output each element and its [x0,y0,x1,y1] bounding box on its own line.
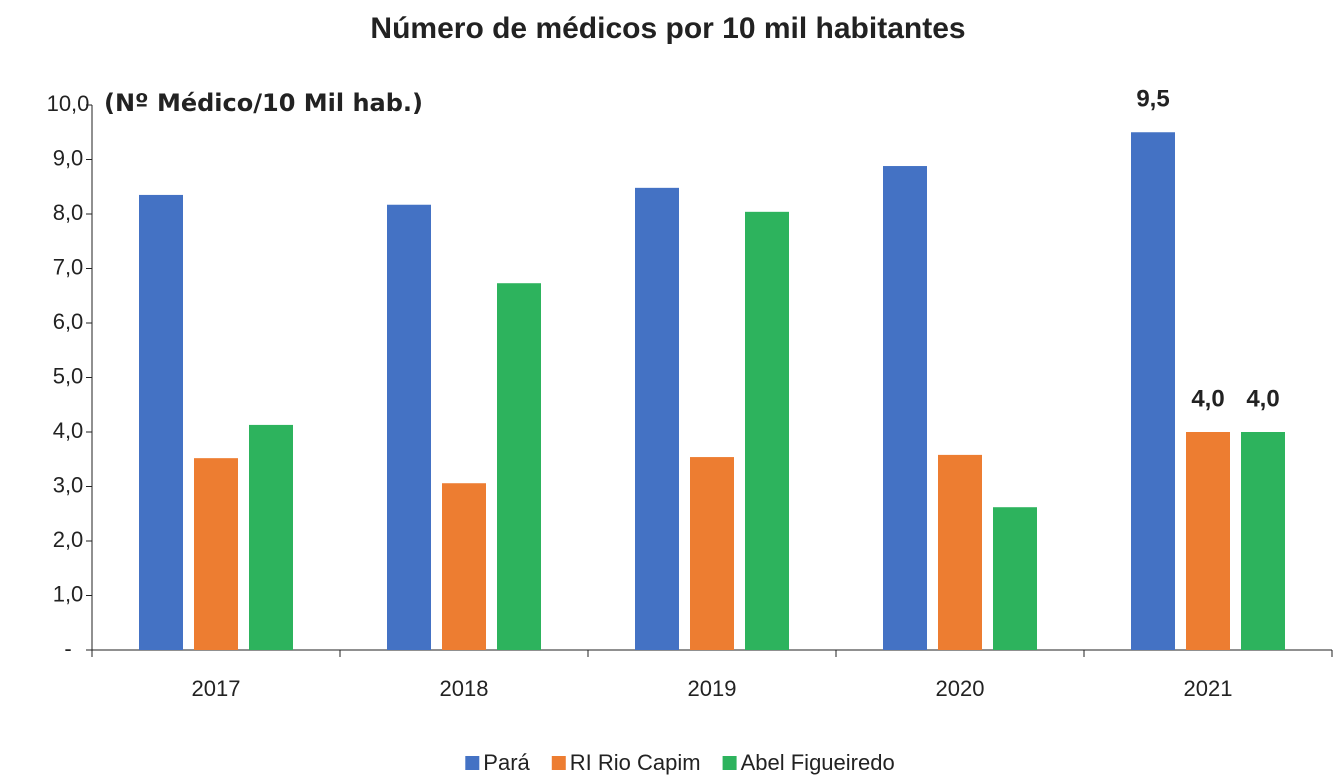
bar [938,454,982,650]
y-tick-label: 1,0 [53,581,84,606]
chart-title: Número de médicos por 10 mil habitantes [370,12,965,45]
bar [1186,432,1230,650]
legend-item: Pará [465,750,531,775]
bar [1131,132,1175,650]
legend-label: Pará [483,750,530,775]
y-tick-label: 9,0 [53,145,84,170]
x-tick-label: 2021 [1184,676,1233,701]
bar [387,204,431,651]
y-tick-label: - [64,636,71,661]
y-tick-label: 2,0 [53,527,84,552]
legend-label: Abel Figueiredo [741,750,895,775]
legend-item: RI Rio Capim [551,750,701,775]
bar [635,187,679,650]
legend-swatch [722,756,737,770]
bar [690,457,734,650]
y-tick-label: 7,0 [53,254,84,279]
data-label: 4,0 [1246,385,1279,412]
x-tick-label: 2020 [936,676,985,701]
y-tick-label: 8,0 [53,200,84,225]
y-tick-label: 6,0 [53,309,84,334]
data-label: 9,5 [1136,86,1169,113]
bar [442,483,486,650]
y-tick-label: 3,0 [53,472,84,497]
bar [194,458,238,650]
legend-item: Abel Figueiredo [722,750,895,775]
y-tick-label: 10,0 [47,91,90,116]
bar [249,424,293,650]
data-label: 4,0 [1191,385,1224,412]
x-tick-label: 2017 [192,676,241,701]
legend-swatch [465,756,480,770]
bar [1241,432,1285,650]
axis-annotation: (Nº Médico/10 Mil hab.) [104,89,423,117]
legend-label: RI Rio Capim [570,750,701,775]
x-tick-label: 2019 [688,676,737,701]
bar [745,211,789,650]
bar [883,166,927,651]
bar [139,194,183,651]
bar [993,507,1037,650]
y-tick-label: 4,0 [53,418,84,443]
legend-swatch [551,756,566,770]
y-tick-label: 5,0 [53,363,84,388]
x-tick-label: 2018 [440,676,489,701]
bar [497,283,541,650]
